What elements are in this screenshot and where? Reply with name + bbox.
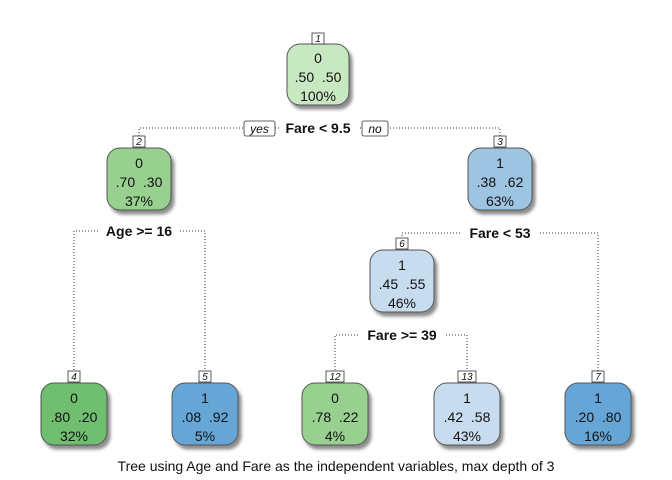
split-rule: Fare >= 39 <box>367 327 436 343</box>
node-pct: 63% <box>486 193 514 209</box>
node-box <box>106 147 172 211</box>
split-label-node-6: Fare >= 39 <box>360 327 444 344</box>
tree-node-4: 4 0 .80 .20 32% <box>40 370 108 446</box>
node-id-box <box>311 32 325 45</box>
node-box <box>433 382 501 446</box>
node-probs: .78 .22 <box>312 409 359 425</box>
edge-3-6 <box>401 232 463 250</box>
tree-node-2: 2 0 .70 .30 37% <box>106 135 172 211</box>
node-class: 1 <box>463 390 471 406</box>
no-label: no <box>368 122 382 136</box>
node-id: 7 <box>595 372 601 383</box>
node-probs: .08 .92 <box>182 409 229 425</box>
split-bg <box>462 225 538 242</box>
node-id-box <box>591 370 605 383</box>
node-class: 0 <box>331 390 339 406</box>
split-rule: Age >= 16 <box>106 223 172 239</box>
node-probs: .80 .20 <box>51 409 98 425</box>
node-id: 13 <box>461 372 473 383</box>
node-box <box>369 249 435 313</box>
node-probs: .45 .55 <box>379 276 426 292</box>
node-id: 6 <box>399 239 405 250</box>
no-box <box>361 120 389 137</box>
split-bg <box>279 120 357 137</box>
node-probs: .42 .58 <box>444 409 491 425</box>
node-id-box <box>325 370 345 383</box>
node-box <box>40 382 108 446</box>
node-pct: 46% <box>388 295 416 311</box>
node-pct: 100% <box>300 88 336 104</box>
node-class: 0 <box>314 50 322 66</box>
edge-3-7 <box>537 232 599 383</box>
node-pct: 16% <box>584 428 612 444</box>
node-id-box <box>395 237 409 250</box>
split-bg <box>360 327 444 344</box>
yes-box <box>243 120 276 137</box>
node-class: 1 <box>398 257 406 273</box>
node-id-box <box>198 370 212 383</box>
node-box <box>171 382 239 446</box>
node-pct: 32% <box>60 428 88 444</box>
node-class: 1 <box>201 390 209 406</box>
node-probs: .50 .50 <box>295 69 342 85</box>
split-rule: Fare < 53 <box>469 225 530 241</box>
node-id: 1 <box>315 34 321 45</box>
split-label-node-3: Fare < 53 <box>462 225 538 242</box>
tree-node-1: 1 0 .50 .50 100% <box>286 32 350 106</box>
split-rule: Fare < 9.5 <box>286 120 351 136</box>
node-probs: .20 .80 <box>575 409 622 425</box>
yes-label: yes <box>249 122 269 136</box>
node-id-box <box>493 135 507 148</box>
tree-node-3: 3 1 .38 .62 63% <box>467 135 533 211</box>
node-id: 4 <box>71 372 77 383</box>
node-probs: .38 .62 <box>477 174 524 190</box>
node-box <box>467 147 533 211</box>
edge-6-12 <box>334 334 361 383</box>
node-box <box>301 382 369 446</box>
tree-node-13: 13 1 .42 .58 43% <box>433 370 501 446</box>
split-bg <box>98 223 180 240</box>
node-probs: .70 .30 <box>116 174 163 190</box>
tree-node-6: 6 1 .45 .55 46% <box>369 237 435 313</box>
node-class: 0 <box>70 390 78 406</box>
tree-node-5: 5 1 .08 .92 5% <box>171 370 239 446</box>
node-id: 5 <box>202 372 208 383</box>
edge-2-5 <box>180 230 206 383</box>
node-id: 2 <box>135 137 142 148</box>
node-id-box <box>67 370 81 383</box>
node-class: 0 <box>135 155 143 171</box>
node-pct: 5% <box>195 428 215 444</box>
node-pct: 43% <box>453 428 481 444</box>
node-class: 1 <box>594 390 602 406</box>
node-id-box <box>457 370 477 383</box>
edge-2-4 <box>73 230 98 383</box>
node-id: 3 <box>497 137 503 148</box>
split-label-node-2: Age >= 16 <box>98 223 180 240</box>
tree-node-7: 7 1 .20 .80 16% <box>564 370 632 446</box>
node-pct: 37% <box>125 193 153 209</box>
tree-node-12: 12 0 .78 .22 4% <box>301 370 369 446</box>
node-pct: 4% <box>325 428 345 444</box>
figure-caption: Tree using Age and Fare as the independe… <box>117 458 555 474</box>
node-box <box>564 382 632 446</box>
node-id-box <box>132 135 146 148</box>
edge-6-13 <box>443 334 468 383</box>
node-class: 1 <box>496 155 504 171</box>
node-id: 12 <box>329 372 341 383</box>
split-label-root: yes Fare < 9.5 no <box>243 120 389 137</box>
